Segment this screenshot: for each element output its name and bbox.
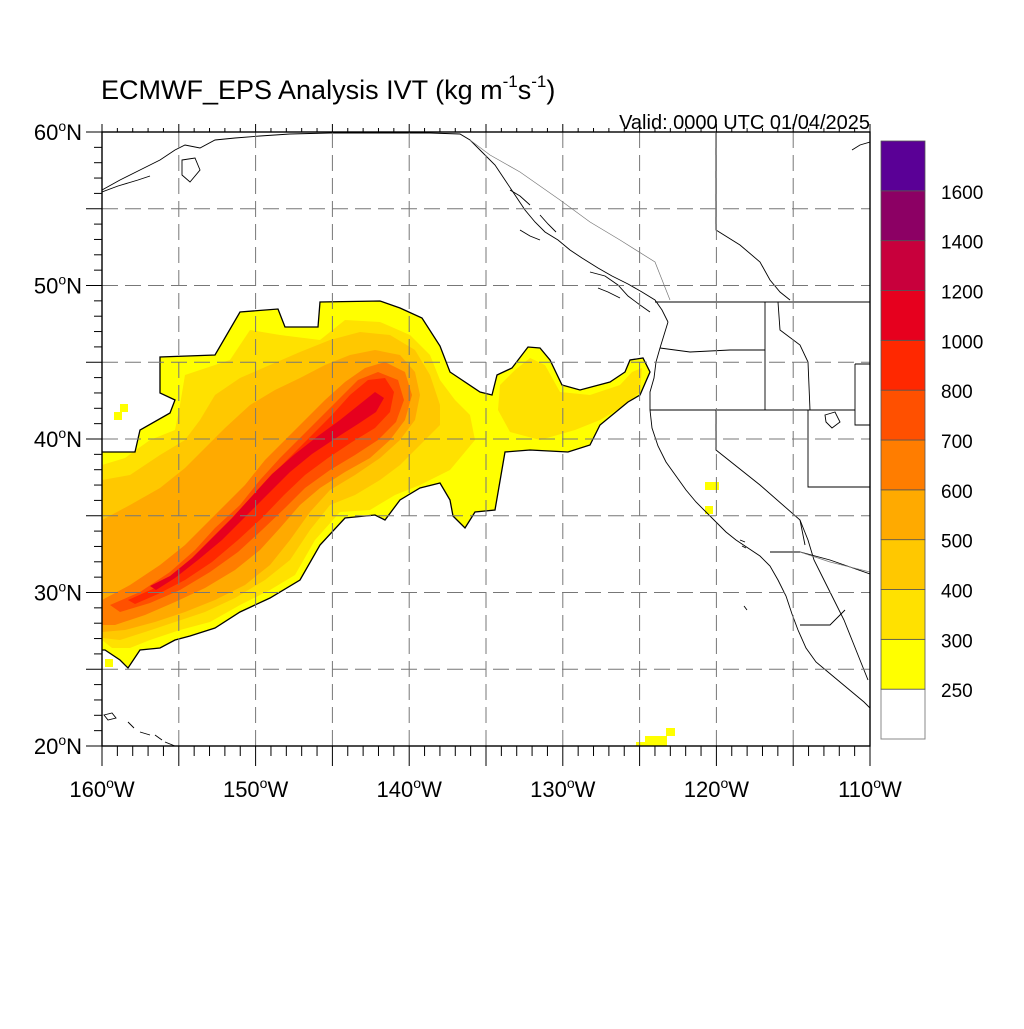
ivt-filled-field (102, 301, 719, 746)
colorbar-label: 1000 (941, 332, 983, 353)
colorbar-segment (880, 190, 926, 242)
tick-label: 110oW (838, 775, 902, 802)
colorbar-label: 250 (941, 681, 973, 702)
colorbar-segment (880, 589, 926, 640)
lake-great-salt (824, 411, 841, 429)
title-exp1: -1 (503, 72, 518, 91)
kodiak-coast (181, 157, 201, 183)
colorbar-label: 600 (941, 482, 973, 503)
tick-label: 40oN (34, 425, 82, 452)
ivt-speck (120, 404, 128, 412)
northeast-coast (851, 141, 870, 151)
tick-label: 140oW (377, 775, 443, 802)
tick-label: 60oN (34, 118, 82, 145)
washington-oregon-border (659, 347, 765, 353)
aleutian-coast (102, 175, 151, 193)
channel-islands (739, 539, 748, 611)
colorbar-label: 800 (941, 382, 973, 403)
coastlines (102, 132, 870, 746)
colorbar-segment (880, 290, 926, 341)
colorbar-segment (880, 389, 926, 441)
colorbar-segment (880, 539, 926, 590)
tick-label: 30oN (34, 579, 82, 606)
tick-label: 20oN (34, 732, 82, 759)
gulf-california-coast (799, 519, 869, 681)
colorbar-segment (880, 140, 926, 192)
colorbar-label: 700 (941, 432, 973, 453)
colorbar-label: 500 (941, 532, 973, 553)
wyoming-border (854, 363, 870, 426)
political-borders (650, 133, 870, 626)
valid-time-label: Valid: 0000 UTC 01/04/2025 (619, 112, 870, 134)
colorbar-segment (880, 439, 926, 491)
colorbar-label: 1600 (941, 183, 983, 204)
colorbar-label: 400 (941, 582, 973, 603)
colorbar-label: 300 (941, 631, 973, 652)
colorbar-label: 1200 (941, 283, 983, 304)
ivt-300-northeast (498, 358, 642, 440)
ivt-250-contour (102, 300, 651, 670)
axis-tick-labels: 160oW 150oW 140oW 130oW 120oW 110oW 60oN 50oN 40… (34, 118, 902, 802)
ivt-speck (705, 482, 719, 490)
colorbar-segment (880, 688, 926, 740)
title-exp2: -1 (531, 72, 546, 91)
chart-title: ECMWF_EPS Analysis IVT (kg m-1s-1) (101, 72, 555, 105)
baja-border (800, 609, 846, 626)
colorbar-segment (880, 339, 926, 391)
axis-ticks (86, 124, 871, 766)
canada-islands (509, 189, 651, 313)
ivt-speck (705, 506, 713, 514)
colorbar: 250 300 400 500 600 700 800 1000 1200 1400 1600 (880, 140, 983, 740)
colorbar-segment (880, 489, 926, 541)
colorbar-segment (880, 638, 926, 690)
tick-label: 160oW (69, 775, 135, 802)
graticule (102, 132, 870, 746)
map-panel (102, 132, 870, 746)
ivt-1000-core (150, 392, 384, 590)
title-main: ECMWF_EPS Analysis IVT (kg m (101, 75, 503, 105)
tick-label: 50oN (34, 272, 82, 299)
hawaii-islands (103, 712, 176, 746)
ivt-speck (114, 412, 122, 420)
title-end: ) (546, 75, 555, 105)
thin-borders (469, 139, 870, 573)
tick-label: 120oW (684, 775, 750, 802)
idaho-border (764, 301, 811, 411)
ivt-speck (636, 728, 675, 746)
alaska-coast (102, 132, 669, 323)
tick-label: 130oW (530, 775, 596, 802)
nevada-utah-border (807, 410, 870, 488)
us-west-coast (649, 321, 870, 709)
colorbar-segment (880, 240, 926, 291)
title-mid: s (518, 75, 532, 105)
tick-label: 150oW (223, 775, 289, 802)
colorbar-label: 1400 (941, 233, 983, 254)
ivt-speck (105, 659, 113, 667)
